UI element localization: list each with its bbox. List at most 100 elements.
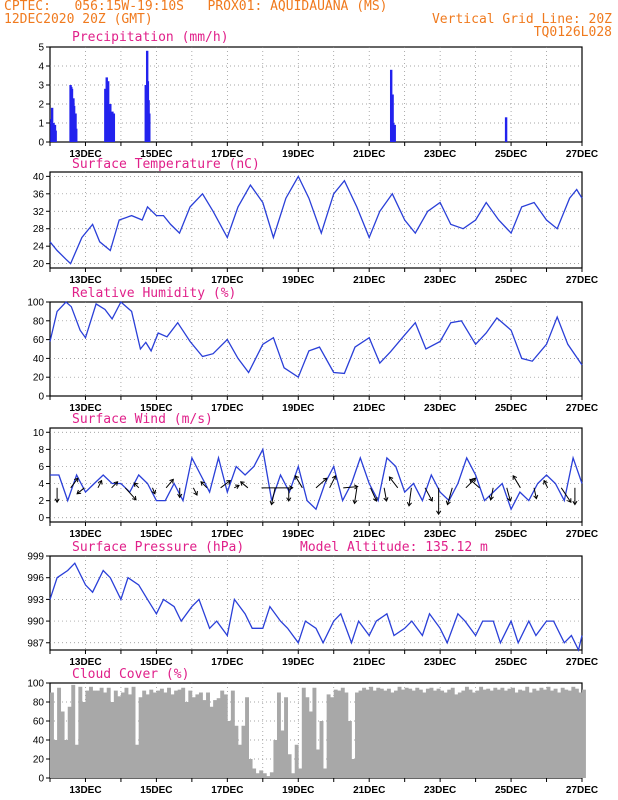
cloud-bar: [457, 692, 462, 778]
cloud-bar: [248, 759, 253, 778]
wind-arrow-head: [200, 481, 206, 486]
precip-bar: [74, 113, 77, 142]
cloud-bar: [383, 690, 388, 778]
cloud-bar: [358, 690, 363, 778]
cloud-bar: [191, 697, 196, 778]
wind-arrow: [111, 481, 118, 489]
model-id: TQ0126L028: [533, 25, 612, 40]
cloud-bar: [330, 697, 335, 778]
cloud-bar: [57, 687, 62, 778]
cloud-bar: [177, 689, 182, 778]
cloud-bar: [347, 721, 352, 778]
x-tick-label: 21DEC: [353, 149, 385, 160]
cloud-bar: [351, 759, 356, 778]
x-tick-label: 21DEC: [353, 275, 385, 286]
cloud-bar: [113, 690, 118, 778]
x-tick-label: 15DEC: [140, 529, 172, 540]
cloud-bar: [344, 692, 349, 778]
cloud-bar: [64, 740, 69, 778]
cloud-bar: [252, 768, 257, 778]
cloud-bar: [319, 721, 324, 778]
wind-arrow-head: [353, 484, 359, 490]
cloud-bar: [92, 690, 97, 778]
wind-arrow-head: [151, 489, 157, 495]
wind-arrow-head: [76, 489, 82, 495]
cloud-bar: [145, 694, 150, 778]
wind-arrow: [469, 479, 480, 489]
cloud-bar: [316, 749, 320, 778]
wind-arrow-head: [113, 481, 119, 486]
cloud-bar: [386, 688, 391, 778]
cloud-bar: [50, 692, 54, 778]
wind-arrow: [294, 475, 303, 489]
wind-arrow: [271, 487, 276, 505]
cloud-bar: [67, 706, 72, 778]
cloud-bar: [96, 690, 101, 778]
y-tick-label: 60: [33, 335, 45, 346]
cloud-bar: [291, 773, 296, 778]
cloud-bar: [507, 688, 512, 778]
cloud-bar: [535, 690, 540, 778]
wind-arrow-head: [239, 481, 245, 486]
y-tick-label: 2: [38, 496, 44, 507]
precip-bar: [104, 88, 107, 142]
panel-1: [46, 46, 583, 146]
cloud-bar: [131, 686, 136, 778]
cloud-bar: [237, 744, 242, 778]
wind-arrow: [70, 477, 79, 489]
wind-arrow: [490, 487, 494, 500]
cloud-bar: [355, 692, 359, 778]
cloud-bar: [223, 694, 228, 778]
plot-frame: [49, 555, 583, 651]
wind-arrow: [424, 487, 433, 502]
x-tick-label: 21DEC: [353, 529, 385, 540]
cloud-bar: [60, 711, 65, 778]
cloud-bar: [323, 768, 328, 778]
cloud-bar: [152, 692, 157, 778]
x-tick-label: 17DEC: [211, 657, 243, 668]
cloud-bar: [280, 730, 285, 778]
wind-arrow: [512, 475, 521, 489]
cloud-bar: [379, 688, 384, 778]
x-tick-label: 19DEC: [282, 149, 314, 160]
wind-arrow-head: [488, 495, 494, 501]
cloud-bar: [167, 687, 171, 778]
cloud-bar: [450, 687, 455, 778]
precip-bar: [504, 117, 508, 142]
precip-bar: [52, 123, 55, 142]
cloud-bar: [422, 692, 427, 778]
x-tick-label: 23DEC: [424, 149, 456, 160]
x-tick-label: 23DEC: [424, 529, 456, 540]
cloud-bar: [149, 689, 154, 778]
y-tick-label: 4: [38, 479, 44, 490]
x-tick-label: 15DEC: [140, 275, 172, 286]
cloud-bar: [482, 689, 487, 778]
y-tick-label: 20: [33, 755, 45, 766]
x-tick-label: 17DEC: [211, 529, 243, 540]
cloud-bar: [411, 690, 416, 778]
cloud-bar: [574, 688, 579, 778]
cloud-bar: [394, 690, 398, 778]
x-tick-label: 27DEC: [566, 275, 598, 286]
cloud-bar: [106, 687, 111, 778]
wind-arrow-head: [567, 498, 572, 503]
wind-arrow-head: [133, 482, 139, 488]
cloud-bar: [475, 690, 480, 778]
panel-4: [46, 427, 583, 526]
cloud-bar: [557, 692, 562, 778]
cloud-bar: [74, 744, 79, 778]
wind-arrow-head: [289, 485, 294, 491]
x-tick-label: 25DEC: [495, 529, 527, 540]
wind-arrow: [533, 487, 537, 499]
cloud-bar: [305, 697, 310, 778]
cloud-bar: [564, 689, 569, 778]
wind-arrow-head: [74, 477, 79, 483]
cloud-bar: [372, 690, 377, 778]
y-tick-label: 80: [33, 698, 45, 709]
cloud-bar: [397, 686, 402, 778]
wind-arrow-head: [322, 477, 328, 483]
panel-2: [46, 171, 583, 272]
x-tick-label: 27DEC: [566, 657, 598, 668]
cloud-bar: [266, 776, 271, 778]
